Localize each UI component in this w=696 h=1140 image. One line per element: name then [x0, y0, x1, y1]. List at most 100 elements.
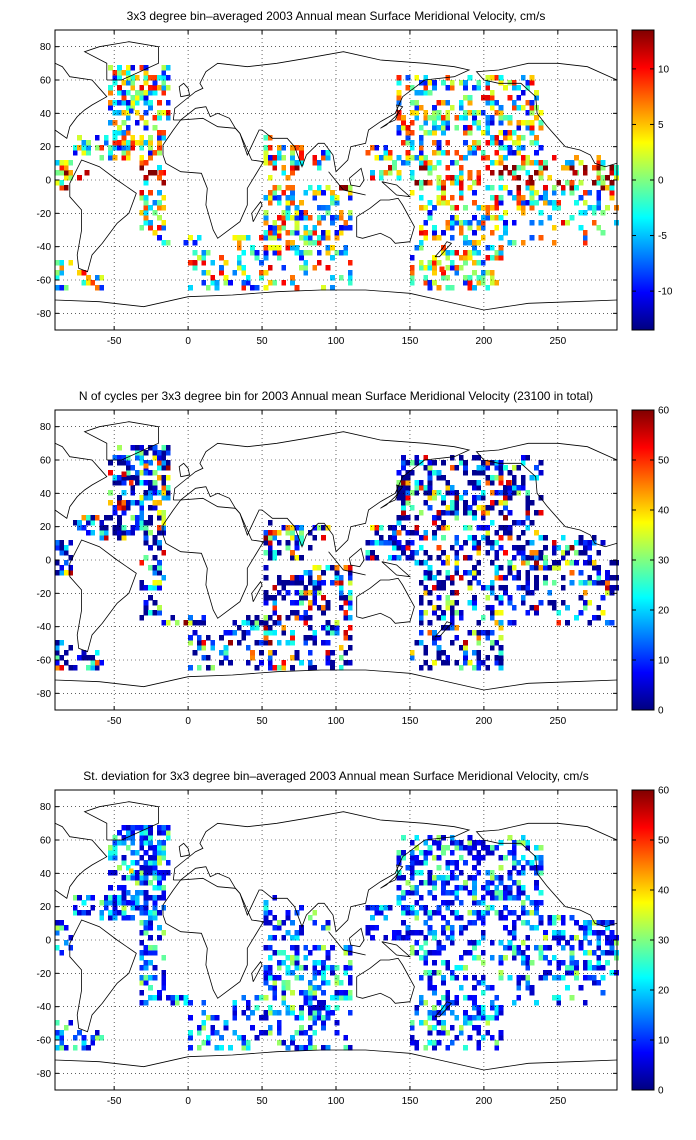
- data-cell: [121, 155, 127, 161]
- data-cell: [374, 530, 380, 536]
- data-cell: [263, 270, 269, 276]
- data-cell: [161, 955, 167, 961]
- data-cell: [161, 980, 167, 986]
- data-cell: [299, 600, 304, 606]
- data-cell: [432, 630, 437, 636]
- data-cell: [307, 580, 313, 586]
- data-cell: [210, 1015, 216, 1021]
- data-cell: [498, 195, 504, 201]
- data-cell: [418, 665, 424, 671]
- data-cell: [201, 260, 207, 266]
- data-cell: [161, 195, 167, 201]
- data-cell: [520, 455, 526, 461]
- data-cell: [458, 615, 464, 621]
- data-cell: [458, 1025, 464, 1031]
- data-cell: [449, 265, 455, 271]
- data-cell: [121, 140, 127, 146]
- y-tick-label: 0: [45, 176, 51, 187]
- data-cell: [72, 895, 78, 901]
- data-cell: [294, 245, 300, 251]
- data-cell: [401, 920, 406, 926]
- data-cell: [232, 630, 238, 636]
- data-cell: [263, 565, 269, 571]
- data-cell: [414, 950, 420, 956]
- data-cell: [343, 945, 349, 951]
- data-cell: [418, 260, 424, 266]
- data-cell: [418, 620, 424, 626]
- data-cell: [143, 900, 149, 906]
- data-cell: [472, 120, 477, 126]
- data-cell: [276, 1030, 282, 1036]
- data-cell: [241, 630, 247, 636]
- data-cell: [476, 620, 482, 626]
- data-cell: [432, 110, 437, 116]
- data-cell: [125, 830, 131, 836]
- data-cell: [467, 660, 473, 666]
- data-cell: [152, 445, 158, 451]
- data-cell: [325, 950, 331, 956]
- data-cell: [334, 200, 340, 206]
- data-cell: [538, 865, 544, 871]
- data-cell: [454, 845, 460, 851]
- data-cell: [476, 665, 482, 671]
- data-cell: [489, 505, 495, 511]
- data-cell: [538, 160, 544, 166]
- data-cell: [405, 475, 411, 481]
- data-cell: [143, 945, 149, 951]
- data-cell: [307, 240, 313, 246]
- data-cell: [383, 905, 389, 911]
- data-cell: [125, 875, 131, 881]
- data-cell: [316, 185, 322, 191]
- data-cell: [436, 285, 442, 291]
- data-cell: [547, 200, 553, 206]
- data-cell: [427, 90, 433, 96]
- data-cell: [387, 150, 393, 156]
- data-cell: [441, 930, 446, 936]
- data-cell: [480, 205, 486, 211]
- data-cell: [325, 660, 331, 666]
- data-cell: [294, 590, 300, 596]
- data-cell: [383, 145, 389, 151]
- data-cell: [378, 540, 384, 546]
- data-cell: [529, 550, 535, 556]
- data-cell: [321, 535, 326, 541]
- data-cell: [525, 985, 531, 991]
- data-cell: [161, 905, 167, 911]
- data-cell: [299, 925, 304, 931]
- data-cell: [511, 865, 517, 871]
- data-cell: [148, 515, 153, 521]
- data-cell: [139, 455, 145, 461]
- data-cell: [454, 220, 460, 226]
- data-cell: [143, 140, 149, 146]
- data-cell: [143, 75, 149, 81]
- data-cell: [139, 505, 145, 511]
- data-cell: [259, 660, 264, 666]
- data-cell: [86, 280, 91, 286]
- data-cell: [55, 640, 60, 646]
- data-cell: [254, 665, 260, 671]
- data-cell: [108, 900, 113, 906]
- data-cell: [409, 470, 415, 476]
- data-cell: [303, 945, 309, 951]
- data-cell: [294, 525, 300, 531]
- data-cell: [591, 180, 597, 186]
- data-cell: [480, 460, 486, 466]
- data-cell: [321, 205, 326, 211]
- data-cell: [409, 110, 415, 116]
- data-cell: [525, 495, 531, 501]
- data-cell: [294, 285, 300, 291]
- data-cell: [565, 220, 570, 226]
- data-cell: [188, 260, 193, 266]
- data-cell: [609, 590, 615, 596]
- data-cell: [543, 580, 548, 586]
- data-cell: [605, 205, 610, 211]
- data-cell: [489, 105, 495, 111]
- data-cell: [130, 850, 136, 856]
- data-cell: [449, 890, 455, 896]
- data-cell: [392, 930, 397, 936]
- data-cell: [307, 600, 313, 606]
- data-cell: [449, 850, 455, 856]
- data-cell: [347, 960, 353, 966]
- data-cell: [325, 155, 331, 161]
- data-cell: [516, 120, 522, 126]
